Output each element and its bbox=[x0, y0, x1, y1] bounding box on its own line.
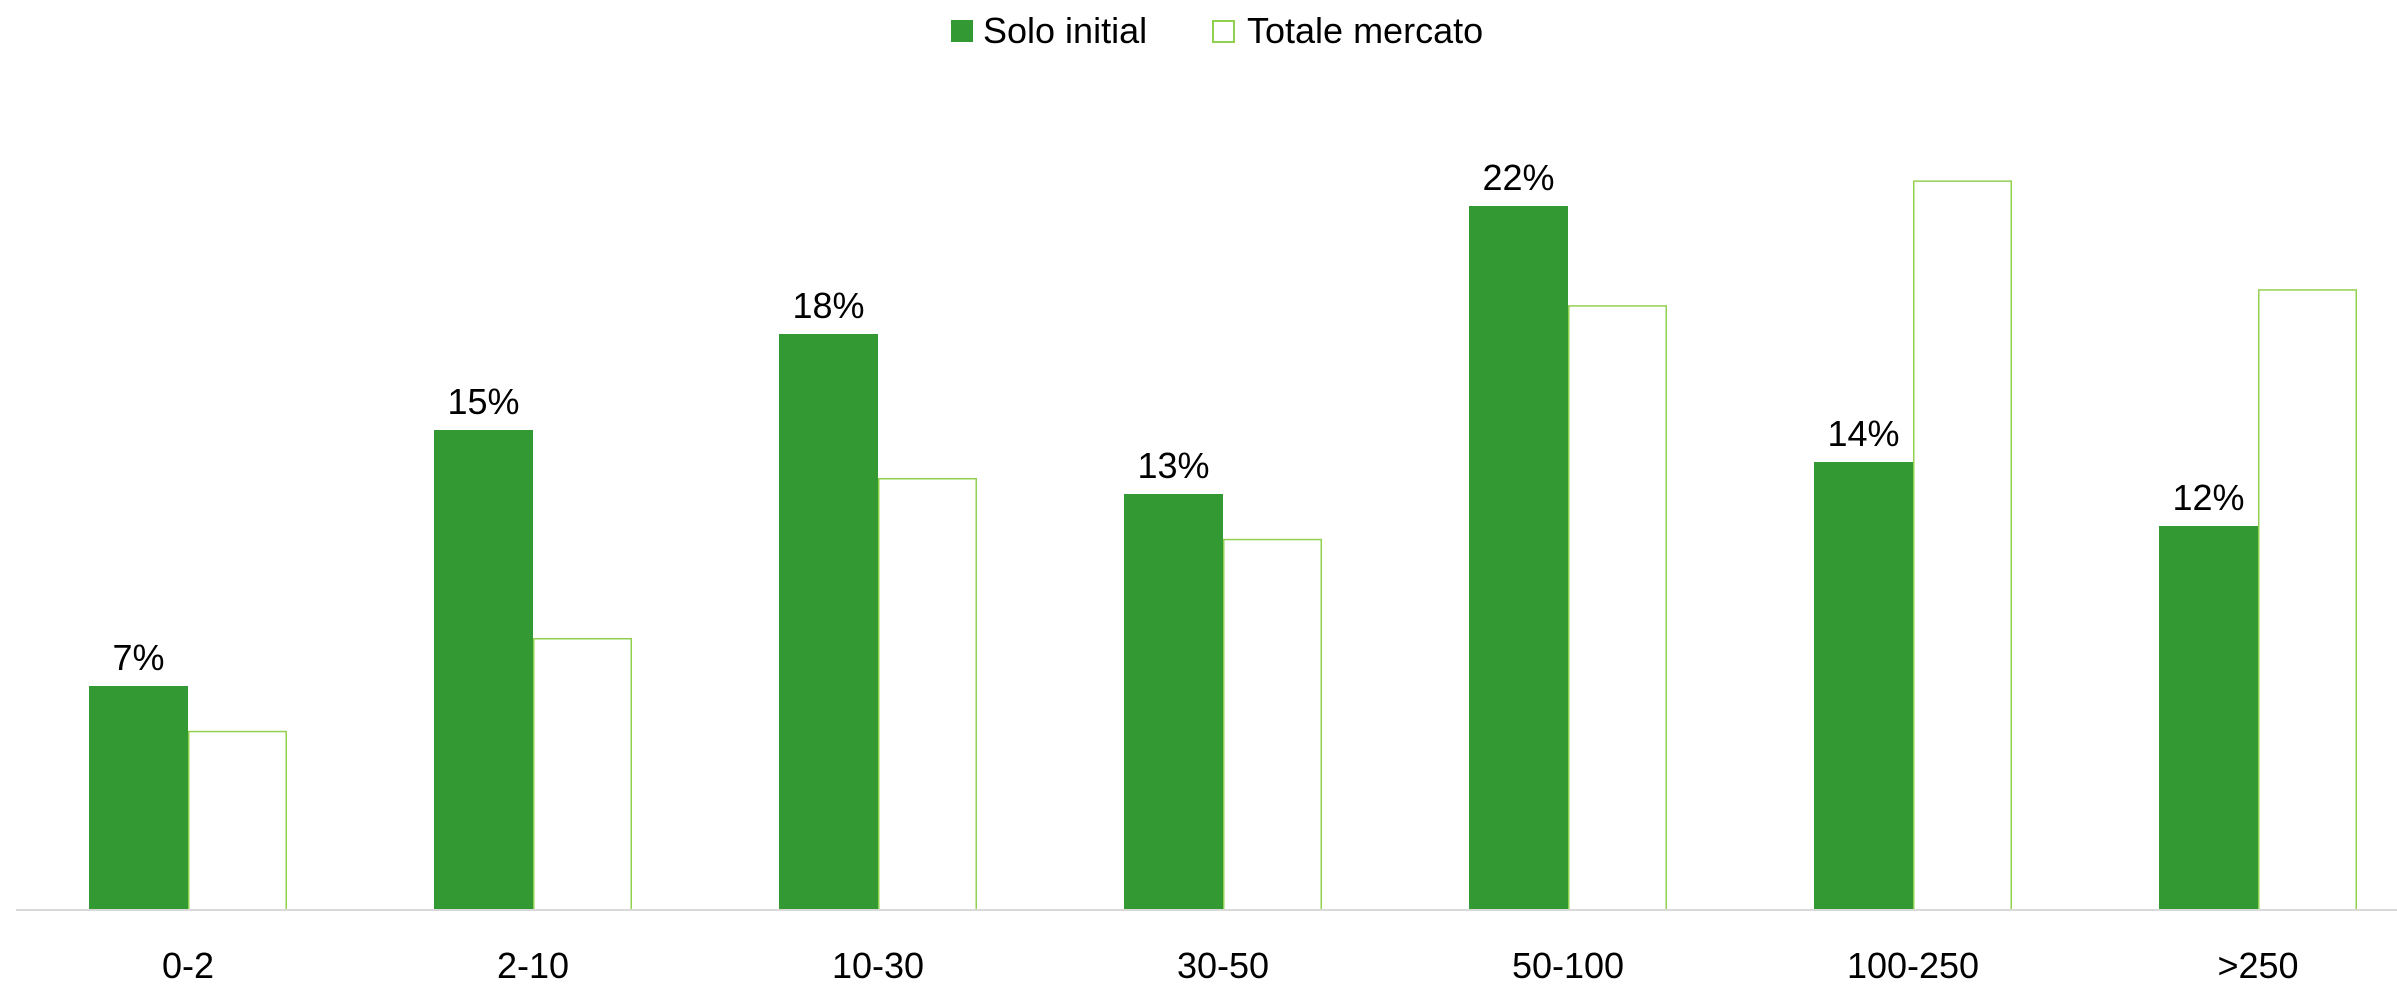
legend-label-totale-mercato: Totale mercato bbox=[1247, 10, 1483, 51]
bars-group bbox=[89, 180, 2357, 911]
data-labels-group: 7% 15% 18% 13% 22% 14% 12% bbox=[112, 157, 2244, 678]
x-tick-labels-group: 0-2 2-10 10-30 30-50 50-100 100-250 >250 bbox=[162, 945, 2299, 986]
bar-solo-initial-5 bbox=[1814, 462, 1913, 910]
legend: Solo initial Totale mercato bbox=[951, 10, 1483, 51]
x-tick-label-2: 10-30 bbox=[832, 945, 924, 986]
bar-totale-mercato-3 bbox=[1223, 538, 1322, 911]
x-tick-label-0: 0-2 bbox=[162, 945, 214, 986]
bar-solo-initial-4 bbox=[1469, 206, 1568, 910]
data-label-solo-initial-4: 22% bbox=[1482, 157, 1554, 198]
data-label-solo-initial-0: 7% bbox=[112, 637, 164, 678]
x-tick-label-3: 30-50 bbox=[1177, 945, 1269, 986]
legend-label-solo-initial: Solo initial bbox=[983, 10, 1147, 51]
data-label-solo-initial-5: 14% bbox=[1827, 413, 1899, 454]
bar-totale-mercato-6 bbox=[2258, 289, 2357, 911]
bar-totale-mercato-0 bbox=[188, 730, 287, 911]
bar-totale-mercato-2 bbox=[878, 478, 977, 911]
bar-solo-initial-3 bbox=[1124, 494, 1223, 910]
x-tick-label-1: 2-10 bbox=[497, 945, 569, 986]
data-label-solo-initial-1: 15% bbox=[447, 381, 519, 422]
legend-swatch-solo-initial bbox=[951, 20, 973, 42]
bar-totale-mercato-4 bbox=[1568, 305, 1667, 911]
legend-swatch-totale-mercato bbox=[1212, 20, 1235, 43]
x-tick-label-5: 100-250 bbox=[1847, 945, 1979, 986]
bar-solo-initial-1 bbox=[434, 430, 533, 910]
bar-totale-mercato-1 bbox=[533, 638, 632, 911]
bar-totale-mercato-5 bbox=[1913, 180, 2012, 911]
data-label-solo-initial-2: 18% bbox=[792, 285, 864, 326]
bar-solo-initial-2 bbox=[779, 334, 878, 910]
x-tick-label-6: >250 bbox=[2217, 945, 2298, 986]
bar-solo-initial-6 bbox=[2159, 526, 2258, 910]
bar-solo-initial-0 bbox=[89, 686, 188, 910]
data-label-solo-initial-6: 12% bbox=[2172, 477, 2244, 518]
data-label-solo-initial-3: 13% bbox=[1137, 445, 1209, 486]
x-tick-label-4: 50-100 bbox=[1512, 945, 1624, 986]
